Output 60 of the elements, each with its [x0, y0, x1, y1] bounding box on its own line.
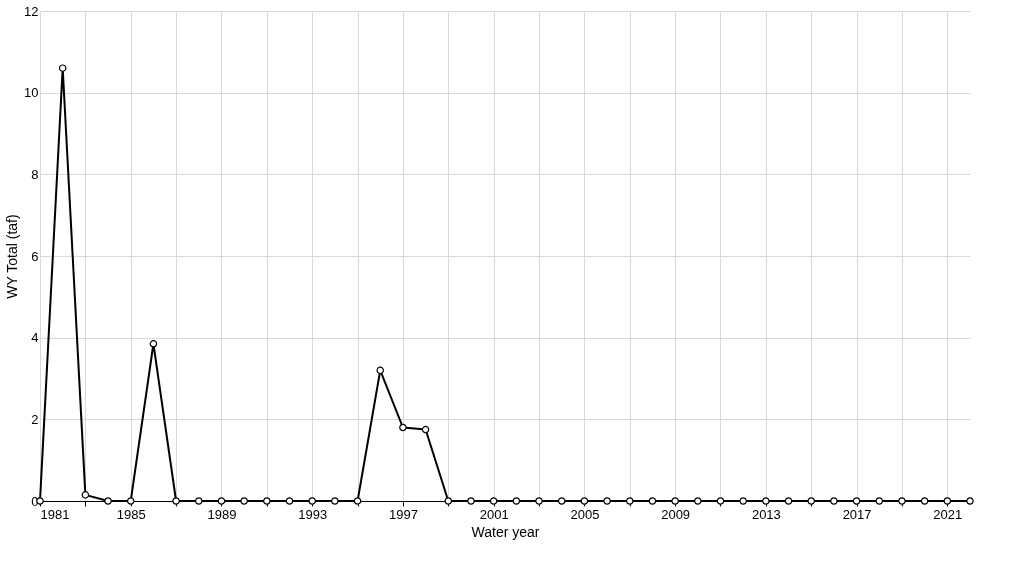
point [217, 497, 226, 505]
point [285, 497, 294, 505]
point [195, 497, 203, 505]
point [421, 425, 430, 434]
point [489, 497, 498, 505]
y-tick-label: 10 [24, 85, 39, 101]
point [603, 497, 611, 505]
point [240, 497, 248, 505]
x-tick-label: 2013 [751, 506, 781, 522]
point [762, 497, 770, 505]
point [331, 497, 339, 505]
point [149, 340, 158, 348]
point [58, 64, 67, 72]
point [648, 497, 657, 505]
point [875, 497, 884, 505]
point [308, 497, 316, 505]
x-axis-title: Water year [471, 523, 540, 540]
y-tick-label: 6 [31, 248, 39, 264]
x-tick-label: 1989 [207, 506, 237, 522]
point [852, 497, 861, 505]
x-tick-label: 2017 [842, 506, 872, 522]
point [784, 497, 793, 505]
y-tick-label: 2 [31, 411, 39, 427]
point [830, 497, 838, 505]
x-tick-label: 2005 [570, 506, 600, 522]
point [580, 497, 589, 505]
point [898, 497, 906, 505]
point [467, 497, 475, 505]
point [943, 497, 952, 505]
point [535, 497, 543, 505]
point [625, 497, 634, 505]
y-axis-title: WY Total (taf) [4, 214, 21, 299]
point [376, 366, 385, 375]
x-tick-label: 1981 [40, 506, 70, 522]
point [353, 497, 362, 505]
x-tick-label: 1997 [388, 506, 418, 522]
point [694, 497, 702, 505]
x-tick-label: 1993 [298, 506, 328, 522]
x-tick-label: 2009 [661, 506, 691, 522]
point [716, 497, 725, 505]
point [557, 497, 566, 505]
y-tick-label: 12 [24, 3, 39, 19]
point [399, 423, 407, 432]
point [172, 497, 180, 505]
x-tick-label: 2001 [479, 506, 509, 522]
point [104, 497, 112, 505]
point [126, 497, 135, 505]
x-tick-label: 2021 [933, 506, 963, 522]
point [739, 497, 747, 505]
point [920, 497, 929, 505]
point [807, 497, 815, 505]
point [81, 491, 90, 499]
point [512, 497, 521, 505]
point [263, 497, 271, 505]
point [966, 497, 974, 505]
point [671, 497, 679, 505]
y-tick-label: 8 [31, 166, 39, 182]
y-tick-label: 4 [31, 330, 39, 346]
point [444, 497, 453, 505]
x-tick-label: 1985 [116, 506, 146, 522]
